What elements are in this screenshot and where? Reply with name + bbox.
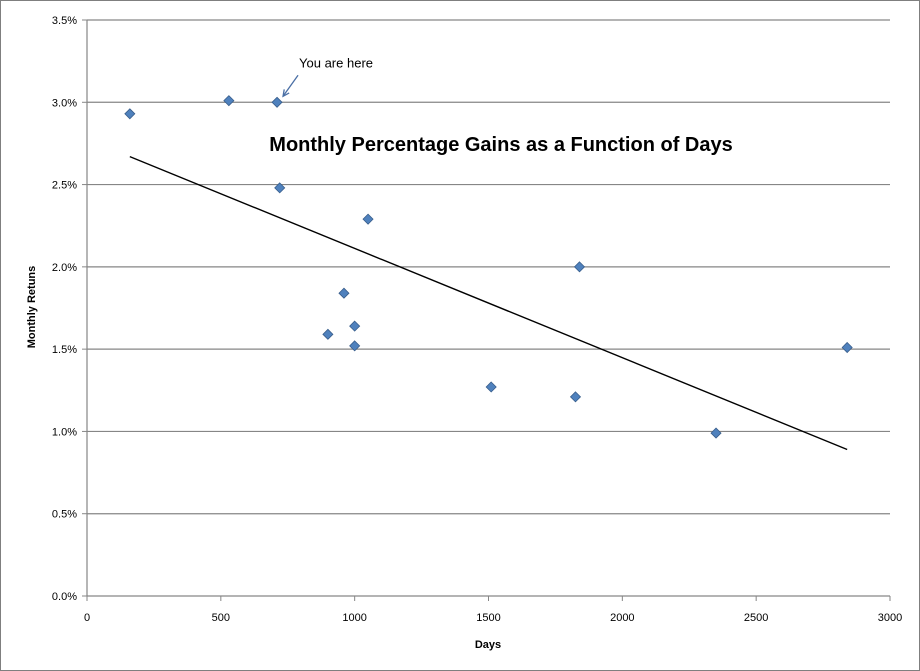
- data-point: [573, 261, 586, 273]
- y-tick-label: 2.5%: [52, 180, 77, 192]
- data-point: [841, 341, 853, 354]
- gridlines: [87, 19, 890, 515]
- data-point: [274, 182, 286, 194]
- y-tick-label: 0.0%: [52, 591, 77, 603]
- data-point: [362, 213, 374, 225]
- y-tick-label: 3.5%: [52, 15, 77, 27]
- axes: 0.0% 0.5% 1.0% 1.5% 2.0% 2.5% 3.0% 3.5% 0 500 1000…: [52, 15, 902, 624]
- x-tick-label: 0: [84, 612, 90, 624]
- data-point: [485, 381, 497, 393]
- data-point: [322, 328, 334, 340]
- annotation-label: You are here: [299, 55, 373, 70]
- data-point: [124, 108, 136, 120]
- y-axis-title: Monthly Retuns: [26, 266, 38, 349]
- trendline-group: [129, 155, 848, 451]
- x-tick-label: 1500: [476, 612, 500, 624]
- x-tick-label: 2500: [744, 612, 768, 624]
- x-tick-label: 2000: [610, 612, 634, 624]
- x-tick-label: 500: [212, 612, 230, 624]
- x-axis-title: Days: [475, 639, 501, 651]
- x-tick-label: 1000: [342, 612, 366, 624]
- y-tick-label: 0.5%: [52, 509, 77, 521]
- data-point: [710, 427, 722, 439]
- y-tick-label: 3.0%: [52, 97, 77, 109]
- annotation-arrowhead: [282, 89, 290, 98]
- y-tick-label: 1.5%: [52, 344, 77, 356]
- data-point: [338, 287, 350, 299]
- annotation-arrow: [282, 74, 299, 97]
- trendline: [129, 155, 848, 451]
- data-point: [349, 340, 361, 352]
- data-point: [349, 320, 361, 332]
- data-point: [223, 95, 235, 107]
- annotation-group: You are here: [282, 55, 373, 98]
- data-point: [569, 391, 582, 403]
- data-point: [271, 96, 283, 108]
- y-tick-label: 1.0%: [52, 426, 77, 438]
- chart-title: Monthly Percentage Gains as a Function o…: [269, 134, 732, 156]
- data-points: [124, 95, 853, 439]
- y-tick-label: 2.0%: [52, 262, 77, 274]
- x-tick-label: 3000: [878, 612, 902, 624]
